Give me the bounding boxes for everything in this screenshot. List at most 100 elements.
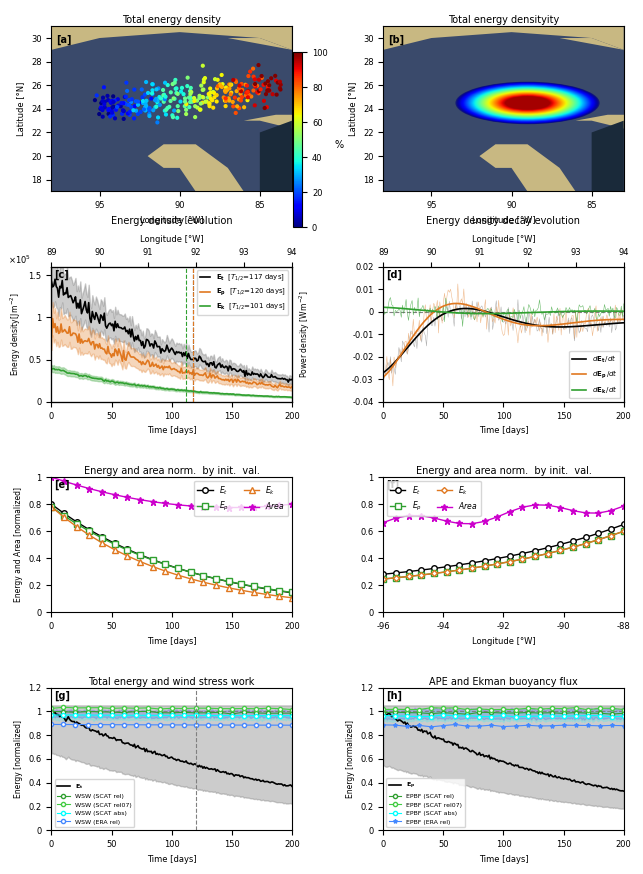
WSW (SCAT rel07) (132, 703, 140, 713)
WSW (SCAT abs) (96, 710, 104, 720)
Point (252, 86, 262, 100)
WSW (SCAT abs) (264, 711, 272, 721)
$E_t$ (288, 587, 296, 598)
Point (137, 95, 147, 109)
Point (96, 101, 106, 114)
Point (159, 87, 169, 101)
X-axis label: Longitude [°W]: Longitude [°W] (140, 235, 203, 245)
Point (213, 73, 223, 87)
Point (242, 86, 252, 100)
$E_p$ (506, 557, 514, 567)
$Area$ (392, 513, 400, 524)
$\mathbf{E_t}$ (288, 781, 296, 792)
Line: $E_p$: $E_p$ (381, 529, 626, 582)
$\mathbf{E_k}$  [$T_{1/2}$=101 days] (267, 391, 275, 401)
$E_p$ (417, 570, 425, 580)
$d\mathbf{E_k}\,/dt$ (511, 308, 518, 318)
EPBF (SCAT rel07) (487, 704, 495, 715)
Point (197, 59, 208, 73)
$E_k$ (468, 563, 476, 573)
Ellipse shape (458, 83, 597, 123)
Point (224, 78, 234, 92)
Point (224, 92, 234, 106)
Point (104, 102, 114, 116)
Point (185, 84, 195, 98)
Point (125, 108, 135, 121)
WSW (ERA rel) (60, 719, 68, 730)
Point (138, 94, 148, 108)
Point (219, 90, 229, 104)
EPBF (SCAT rel07) (403, 704, 411, 715)
$d\mathbf{E_t}\,/dt$ (381, 366, 388, 377)
Point (94, 108, 104, 121)
Line: WSW (SCAT rel07): WSW (SCAT rel07) (50, 705, 294, 711)
Line: EPBF (ERA rel): EPBF (ERA rel) (381, 723, 626, 729)
Line: EPBF (SCAT rel07): EPBF (SCAT rel07) (381, 705, 626, 712)
Point (169, 92, 179, 106)
Point (151, 92, 161, 106)
Point (121, 90, 131, 104)
$d\mathbf{E_k}\,/dt$ (483, 309, 491, 319)
WSW (SCAT rel) (144, 706, 152, 717)
$d\mathbf{E_k}\,/dt$ (601, 306, 608, 316)
WSW (ERA rel) (48, 719, 55, 730)
Point (221, 94, 231, 108)
Point (108, 108, 118, 121)
$Area$ (111, 489, 118, 500)
Ellipse shape (464, 84, 592, 121)
Point (228, 73, 239, 87)
Point (190, 100, 201, 114)
$E_t$ (275, 586, 283, 596)
$\mathbf{E_k}$  [$T_{1/2}$=101 days] (177, 385, 185, 395)
Point (235, 87, 246, 101)
WSW (SCAT rel07) (107, 704, 115, 714)
Ellipse shape (498, 94, 557, 112)
$E_k$ (174, 570, 182, 580)
$d\mathbf{E_p}\,/dt$ (381, 371, 388, 381)
Point (147, 83, 158, 97)
$d\mathbf{E_t}\,/dt$ (468, 303, 476, 314)
$E_t$ (569, 536, 577, 546)
Point (176, 94, 186, 108)
Point (271, 73, 281, 87)
EPBF (SCAT abs) (392, 711, 399, 721)
Point (111, 103, 121, 117)
X-axis label: Time [days]: Time [days] (147, 427, 197, 435)
$E_t$ (136, 550, 144, 560)
Point (158, 83, 168, 97)
EPBF (SCAT rel) (428, 708, 435, 718)
Title: Total energy density: Total energy density (122, 16, 221, 25)
Point (242, 94, 253, 108)
WSW (ERA rel) (288, 720, 296, 731)
Point (225, 78, 235, 92)
Point (245, 65, 255, 79)
WSW (SCAT abs) (156, 710, 163, 720)
Text: [h]: [h] (386, 690, 402, 701)
Ellipse shape (473, 87, 583, 119)
$Area$ (60, 476, 68, 487)
EPBF (SCAT abs) (548, 711, 556, 721)
$E_k$ (225, 583, 233, 593)
$\mathbf{E_k}$  [$T_{1/2}$=101 days] (149, 382, 156, 392)
$d\mathbf{E_p}\,/dt$ (620, 314, 628, 324)
Point (266, 72, 276, 86)
$Area$ (212, 502, 220, 512)
WSW (SCAT rel) (264, 708, 272, 718)
EPBF (ERA rel) (428, 722, 435, 732)
Point (148, 77, 158, 91)
Point (226, 86, 237, 100)
WSW (ERA rel) (156, 719, 163, 730)
Ellipse shape (497, 94, 558, 112)
WSW (ERA rel) (120, 719, 127, 730)
Point (165, 94, 176, 108)
Point (136, 105, 146, 119)
$E_t$ (263, 584, 271, 594)
$E_k$ (481, 561, 489, 572)
Point (204, 96, 215, 110)
Point (128, 103, 138, 117)
Point (199, 75, 209, 89)
Point (97, 94, 107, 108)
$E_t$ (174, 563, 182, 573)
Point (204, 100, 215, 114)
WSW (SCAT rel) (288, 708, 296, 718)
